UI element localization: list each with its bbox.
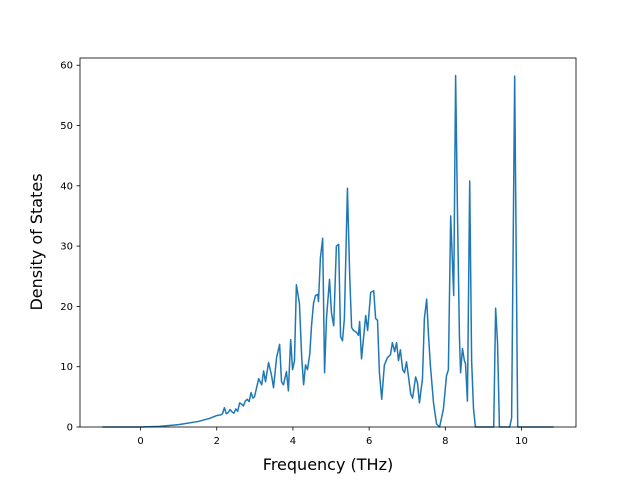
x-tick-label: 6 bbox=[366, 436, 372, 447]
y-tick-label: 0 bbox=[67, 423, 73, 434]
x-tick-label: 0 bbox=[137, 436, 143, 447]
x-tick-label: 8 bbox=[442, 436, 448, 447]
y-tick-label: 60 bbox=[60, 61, 73, 72]
x-axis-label: Frequency (THz) bbox=[263, 455, 393, 474]
y-tick-label: 40 bbox=[60, 181, 73, 192]
x-tick-label: 10 bbox=[515, 436, 528, 447]
y-tick-label: 30 bbox=[60, 242, 73, 253]
y-axis-label: Density of States bbox=[27, 173, 46, 310]
line-series bbox=[102, 74, 554, 428]
y-tick-label: 20 bbox=[60, 302, 73, 313]
x-tick-label: 2 bbox=[214, 436, 220, 447]
x-tick-label: 4 bbox=[290, 436, 296, 447]
y-tick-label: 50 bbox=[60, 121, 73, 132]
plot-frame bbox=[79, 57, 577, 428]
y-tick-label: 10 bbox=[60, 362, 73, 373]
